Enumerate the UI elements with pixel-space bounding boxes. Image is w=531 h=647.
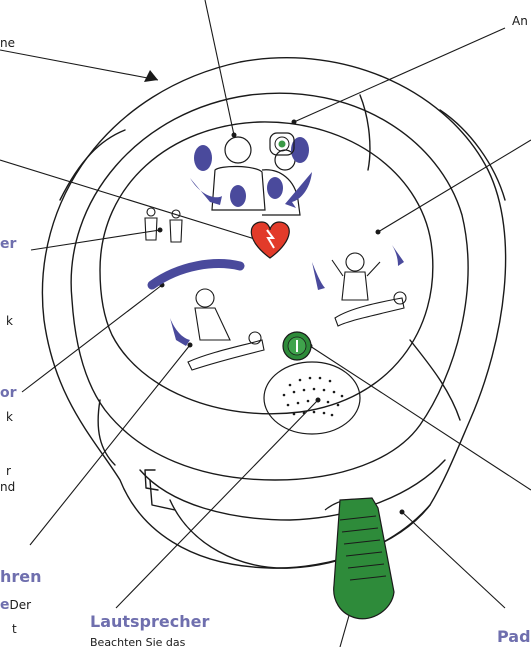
do-not-touch-icon	[331, 252, 407, 327]
label-blue-bottom-left: hren	[0, 567, 42, 586]
device-top-face	[99, 121, 434, 415]
cpr-icon	[187, 288, 265, 371]
label-lautsprecher-body: Beachten Sie das	[90, 636, 186, 647]
label-lautsprecher-title: Lautsprecher	[90, 612, 210, 631]
power-button-icon	[282, 331, 312, 361]
label-bottom-left-t: t	[12, 622, 17, 636]
status-indicator-icon	[269, 132, 295, 156]
label-left-k-2: k	[6, 410, 13, 424]
device-lower-band	[139, 459, 446, 521]
label-left-nd: nd	[0, 480, 16, 494]
adult-child-icon	[144, 207, 183, 243]
label-blue-left-2: or	[0, 385, 17, 401]
label-blue-e: e	[0, 597, 10, 613]
speaker-grille-icon	[263, 361, 361, 435]
label-left-r: r	[6, 464, 11, 478]
pad-connector-icon	[324, 497, 395, 620]
label-bottom-left-der: eDer	[0, 597, 31, 613]
label-top-right: An	[512, 14, 528, 28]
label-pad-title: Pad-	[497, 627, 531, 646]
device-rim	[70, 92, 469, 481]
device-outer-shell	[41, 57, 507, 569]
label-der: Der	[9, 598, 32, 612]
label-left-k-1: k	[6, 314, 13, 328]
label-blue-left-1: er	[0, 236, 17, 252]
label-top-left-fragment: ne	[0, 36, 15, 50]
shock-heart-icon	[250, 221, 290, 259]
